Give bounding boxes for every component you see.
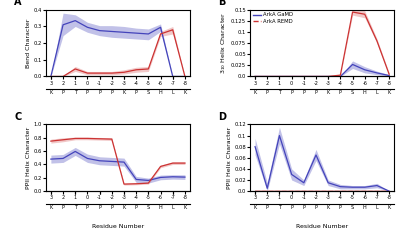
- Text: D: D: [218, 112, 226, 122]
- X-axis label: Residue Number: Residue Number: [92, 224, 144, 229]
- Text: B: B: [218, 0, 226, 7]
- Y-axis label: PPII Helix Character: PPII Helix Character: [26, 127, 31, 189]
- Y-axis label: Bend Character: Bend Character: [26, 18, 31, 68]
- Y-axis label: $3_{10}$ Helix Character: $3_{10}$ Helix Character: [219, 12, 228, 74]
- Y-axis label: PPII Helix Character: PPII Helix Character: [226, 127, 232, 189]
- Text: C: C: [14, 112, 22, 122]
- X-axis label: Residue Number: Residue Number: [296, 224, 348, 229]
- Text: A: A: [14, 0, 22, 7]
- Legend: ArkA GaMD, ArkA REMD: ArkA GaMD, ArkA REMD: [253, 12, 293, 24]
